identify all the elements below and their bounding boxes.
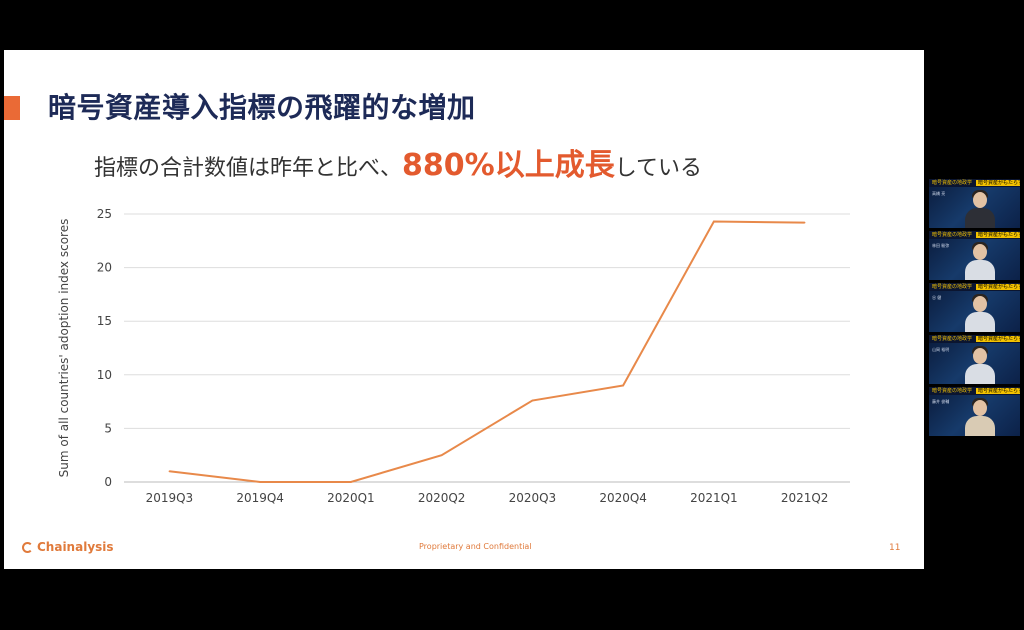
participant-tile[interactable]: 暗号資産の地政学暗号資産がもたらす新秩序谷 健 xyxy=(929,283,1020,332)
participant-banner: 暗号資産の地政学暗号資産がもたらす新秩序 xyxy=(929,231,1020,239)
participant-banner: 暗号資産の地政学暗号資産がもたらす新秩序 xyxy=(929,335,1020,343)
y-tick-label-0: 0 xyxy=(104,475,112,489)
participant-banner-tag: 暗号資産がもたらす新秩序 xyxy=(976,336,1020,342)
chainalysis-logo: Chainalysis xyxy=(22,540,114,554)
data-point-2021Q2 xyxy=(803,221,806,224)
participant-tile[interactable]: 暗号資産の地政学暗号資産がもたらす新秩序林田 駿弥 xyxy=(929,231,1020,280)
y-tick-label-10: 10 xyxy=(97,368,112,382)
x-tick-label-2021Q1: 2021Q1 xyxy=(690,491,738,505)
participant-video-icon xyxy=(965,346,995,384)
footer-confidential: Proprietary and Confidential xyxy=(419,542,532,551)
participant-banner-title: 暗号資産の地政学 xyxy=(932,336,973,342)
participant-banner-title: 暗号資産の地政学 xyxy=(932,232,973,238)
subtitle-text-after: している xyxy=(614,156,703,181)
subtitle-highlight: 880%以上成長 xyxy=(402,148,615,183)
slide-subtitle: 指標の合計数値は昨年と比べ、880%以上成長している xyxy=(94,140,702,184)
participant-body-shape xyxy=(965,260,995,280)
participant-video-icon xyxy=(965,190,995,228)
x-tick-label-2020Q2: 2020Q2 xyxy=(418,491,466,505)
participant-body-shape xyxy=(965,364,995,384)
subtitle-text-before: 指標の合計数値は昨年と比べ、 xyxy=(94,156,403,181)
participant-video-strip: 暗号資産の地政学暗号資産がもたらす新秩序高橋 亮暗号資産の地政学暗号資産がもたら… xyxy=(929,179,1020,439)
participant-banner-title: 暗号資産の地政学 xyxy=(932,388,973,394)
data-point-2020Q3 xyxy=(531,399,534,402)
participant-head-shape xyxy=(973,296,987,312)
participant-banner-title: 暗号資産の地政学 xyxy=(932,284,973,290)
title-accent-bar xyxy=(4,96,20,120)
participant-head-shape xyxy=(973,244,987,260)
data-point-2020Q4 xyxy=(622,384,624,387)
y-tick-label-5: 5 xyxy=(104,421,112,435)
y-tick-label-25: 25 xyxy=(97,207,112,221)
participant-banner-tag: 暗号資産がもたらす新秩序 xyxy=(976,180,1020,186)
x-tick-label-2021Q2: 2021Q2 xyxy=(781,491,829,505)
participant-tile[interactable]: 暗号資産の地政学暗号資産がもたらす新秩序藤井 俊輔 xyxy=(929,387,1020,436)
x-tick-label-2019Q4: 2019Q4 xyxy=(236,491,284,505)
participant-banner-tag: 暗号資産がもたらす新秩序 xyxy=(976,232,1020,238)
data-point-2019Q3 xyxy=(168,470,171,473)
participant-name: 林田 駿弥 xyxy=(932,243,950,248)
participant-name: 藤井 俊輔 xyxy=(932,399,950,404)
participant-banner-title: 暗号資産の地政学 xyxy=(932,180,973,186)
participant-tile[interactable]: 暗号資産の地政学暗号資産がもたらす新秩序高橋 亮 xyxy=(929,179,1020,228)
adoption-index-line-chart: 0 5 10 15 20 25 2019Q3 2019Q4 2020Q1 2020Q2 2020Q3… xyxy=(57,207,850,505)
participant-body-shape xyxy=(965,312,995,332)
participant-banner-tag: 暗号資産がもたらす新秩序 xyxy=(976,388,1020,394)
chainalysis-logo-icon xyxy=(22,541,33,553)
participant-banner: 暗号資産の地政学暗号資産がもたらす新秩序 xyxy=(929,179,1020,187)
y-tick-label-15: 15 xyxy=(97,314,112,328)
participant-head-shape xyxy=(973,348,987,364)
participant-video-icon xyxy=(965,294,995,332)
participant-body-shape xyxy=(965,416,995,436)
data-point-2019Q4 xyxy=(259,481,261,483)
x-tick-label-2020Q1: 2020Q1 xyxy=(327,491,375,505)
participant-name: 高橋 亮 xyxy=(932,191,946,196)
x-tick-label-2020Q4: 2020Q4 xyxy=(599,491,647,505)
y-axis-label: Sum of all countries' adoption index sco… xyxy=(57,219,71,478)
data-point-2020Q1 xyxy=(350,481,352,483)
participant-banner: 暗号資産の地政学暗号資産がもたらす新秩序 xyxy=(929,387,1020,395)
participant-video-icon xyxy=(965,398,995,436)
data-point-2021Q1 xyxy=(713,220,715,223)
slide-title: 暗号資産導入指標の飛躍的な増加 xyxy=(48,91,476,124)
data-point-2020Q2 xyxy=(440,454,443,457)
series-line-0 xyxy=(169,220,805,483)
participant-body-shape xyxy=(965,208,995,228)
participant-head-shape xyxy=(973,192,987,208)
slide-page-number: 11 xyxy=(889,543,901,553)
presentation-slide: 暗号資産導入指標の飛躍的な増加 指標の合計数値は昨年と比べ、880%以上成長して… xyxy=(4,50,924,569)
participant-banner-tag: 暗号資産がもたらす新秩序 xyxy=(976,284,1020,290)
x-tick-label-2020Q3: 2020Q3 xyxy=(509,491,557,505)
x-tick-label-2019Q3: 2019Q3 xyxy=(146,491,194,505)
participant-banner: 暗号資産の地政学暗号資産がもたらす新秩序 xyxy=(929,283,1020,291)
participant-tile[interactable]: 暗号資産の地政学暗号資産がもたらす新秩序山岡 裕明 xyxy=(929,335,1020,384)
participant-video-icon xyxy=(965,242,995,280)
y-tick-label-20: 20 xyxy=(97,261,112,275)
participant-name: 山岡 裕明 xyxy=(932,347,950,352)
participant-head-shape xyxy=(973,400,987,416)
footer-logo-text: Chainalysis xyxy=(37,540,114,554)
participant-name: 谷 健 xyxy=(932,295,942,300)
